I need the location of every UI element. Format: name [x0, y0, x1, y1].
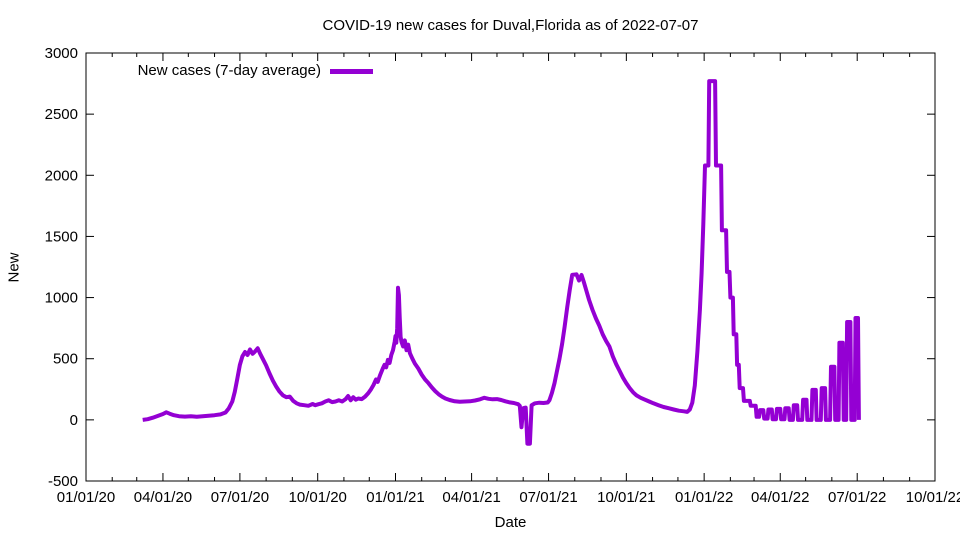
x-tick-label: 10/01/22	[906, 489, 960, 506]
x-tick-label: 10/01/20	[289, 489, 347, 506]
y-tick-label: 2000	[45, 167, 78, 184]
x-tick-label: 04/01/22	[751, 489, 809, 506]
x-tick-label: 10/01/21	[597, 489, 655, 506]
x-axis-title: Date	[494, 514, 527, 531]
x-tick-label: 01/01/22	[675, 489, 733, 506]
plot-border	[85, 52, 936, 482]
y-tick-label: 1000	[45, 290, 78, 307]
x-tick-label: 07/01/21	[519, 489, 577, 506]
y-tick-label: 1500	[45, 228, 78, 245]
y-tick-label: -500	[48, 473, 78, 490]
legend-swatch	[330, 68, 373, 74]
y-tick-label: 2500	[45, 106, 78, 123]
y-axis-title: New	[5, 252, 23, 283]
x-tick-label: 07/01/22	[828, 489, 886, 506]
x-tick-label: 01/01/20	[57, 489, 115, 506]
chart-title: COVID-19 new cases for Duval,Florida as …	[322, 17, 699, 34]
y-tick-label: 3000	[45, 45, 78, 62]
x-tick-label: 04/01/20	[134, 489, 192, 506]
x-tick-label: 01/01/21	[366, 489, 424, 506]
legend-label: New cases (7-day average)	[137, 62, 321, 79]
x-tick-label: 04/01/21	[442, 489, 500, 506]
y-tick-label: 500	[53, 351, 78, 368]
data-line-new-cases	[142, 79, 861, 446]
y-tick-label: 0	[70, 412, 78, 429]
x-tick-label: 07/01/20	[211, 489, 269, 506]
legend: New cases (7-day average)	[86, 62, 373, 79]
